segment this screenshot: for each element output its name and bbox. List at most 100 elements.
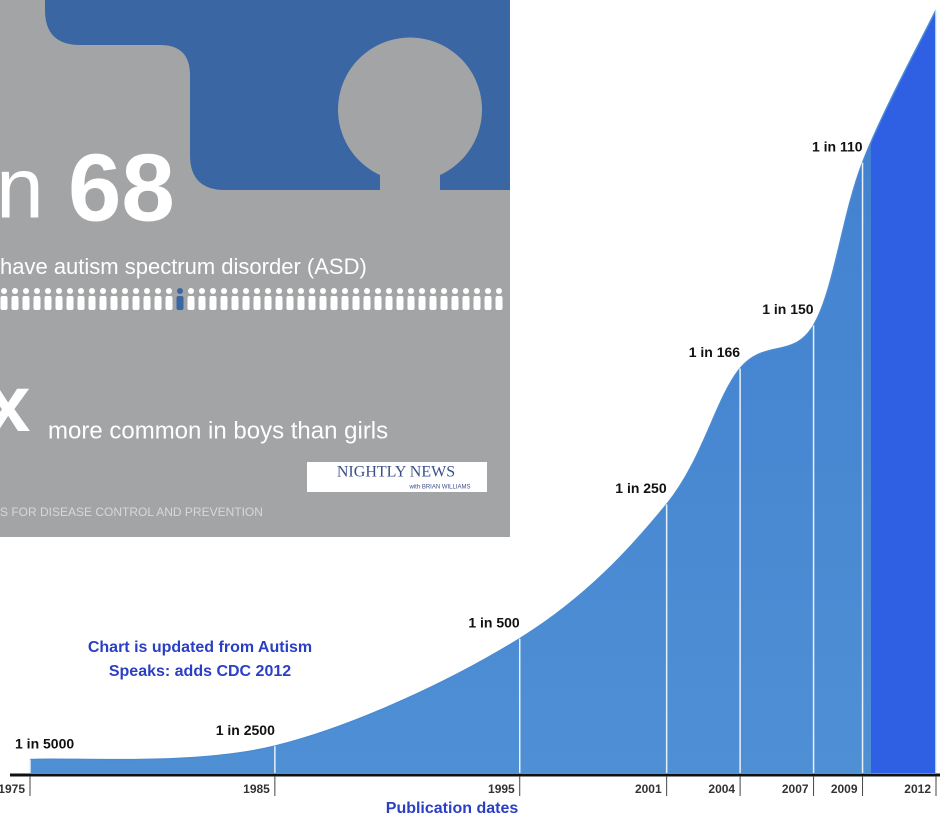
person-body: [275, 296, 283, 310]
person-head: [430, 288, 436, 294]
person-body: [385, 296, 393, 310]
person-body: [231, 296, 239, 310]
person-head: [287, 288, 293, 294]
person-body: [407, 296, 415, 310]
person-head: [419, 288, 425, 294]
person-body: [451, 296, 459, 310]
person-body: [462, 296, 470, 310]
person-body: [297, 296, 305, 310]
person-body: [143, 296, 151, 310]
x-tick-label: 2004: [708, 782, 735, 796]
person-head: [408, 288, 414, 294]
person-body: [44, 296, 52, 310]
person-head: [133, 288, 139, 294]
value-label: 1 in 2500: [216, 722, 275, 738]
person-head: [232, 288, 238, 294]
person-head: [474, 288, 480, 294]
person-body: [396, 296, 404, 310]
person-body: [429, 296, 437, 310]
person-body: [132, 296, 140, 310]
person-body: [121, 296, 129, 310]
person-head: [331, 288, 337, 294]
x-axis-label: Publication dates: [386, 800, 519, 817]
person-body: [99, 296, 107, 310]
person-head: [177, 288, 183, 294]
value-label: 1 in 166: [689, 344, 741, 360]
person-body: [264, 296, 272, 310]
value-label: 1 in 5000: [15, 735, 74, 751]
person-body: [88, 296, 96, 310]
person-head: [34, 288, 40, 294]
person-head: [342, 288, 348, 294]
source: S FOR DISEASE CONTROL AND PREVENTION: [0, 505, 263, 519]
x-tick-label: 1995: [488, 782, 515, 796]
person-head: [265, 288, 271, 294]
person-head: [397, 288, 403, 294]
person-head: [441, 288, 447, 294]
x-tick-label: 1975: [0, 782, 25, 796]
overlay-text: have autism spectrum disorder (ASD): [0, 254, 367, 279]
person-head: [254, 288, 260, 294]
x-tick-label: 2012: [904, 782, 931, 796]
person-head: [78, 288, 84, 294]
person-body: [484, 296, 492, 310]
person-body: [308, 296, 316, 310]
person-head: [56, 288, 62, 294]
person-head: [243, 288, 249, 294]
person-body: [374, 296, 382, 310]
person-body: [110, 296, 118, 310]
person-body: [55, 296, 63, 310]
person-body: [0, 296, 8, 310]
person-body: [495, 296, 503, 310]
person-head: [166, 288, 172, 294]
value-label: 1 in 150: [762, 301, 814, 317]
person-head: [309, 288, 315, 294]
big-number-prefix: n: [0, 141, 44, 237]
person-head: [111, 288, 117, 294]
person-body: [220, 296, 228, 310]
people-row: [0, 288, 503, 310]
person-body: [33, 296, 41, 310]
person-head: [364, 288, 370, 294]
person-head: [89, 288, 95, 294]
person-body: [440, 296, 448, 310]
value-label: 1 in 500: [468, 614, 520, 630]
person-body: [66, 296, 74, 310]
logo-box: [307, 462, 487, 492]
person-body: [209, 296, 217, 310]
person-head: [155, 288, 161, 294]
person-body: [253, 296, 261, 310]
person-head: [496, 288, 502, 294]
person-body: [77, 296, 85, 310]
puzzle-piece: [45, 0, 510, 190]
person-body: [319, 296, 327, 310]
person-body: [352, 296, 360, 310]
person-head: [188, 288, 194, 294]
area: [30, 10, 936, 773]
person-body: [363, 296, 371, 310]
person-body: [418, 296, 426, 310]
person-head: [199, 288, 205, 294]
person-body: [154, 296, 162, 310]
person-head: [298, 288, 304, 294]
person-head: [485, 288, 491, 294]
big-number: 68: [68, 134, 175, 241]
person-body: [341, 296, 349, 310]
curve: [29, 9, 937, 761]
person-head: [463, 288, 469, 294]
person-body: [22, 296, 30, 310]
x-tick-label: 1985: [243, 782, 270, 796]
person-head: [353, 288, 359, 294]
plot-area: [29, 9, 937, 773]
person-head: [67, 288, 73, 294]
value-label: 1 in 88: [882, 0, 926, 2]
person-head: [320, 288, 326, 294]
person-body: [330, 296, 338, 310]
logo-sub: with BRIAN WILLIAMS: [408, 485, 470, 491]
person-head: [276, 288, 282, 294]
person-head: [144, 288, 150, 294]
person-body: [286, 296, 294, 310]
person-body: [198, 296, 206, 310]
